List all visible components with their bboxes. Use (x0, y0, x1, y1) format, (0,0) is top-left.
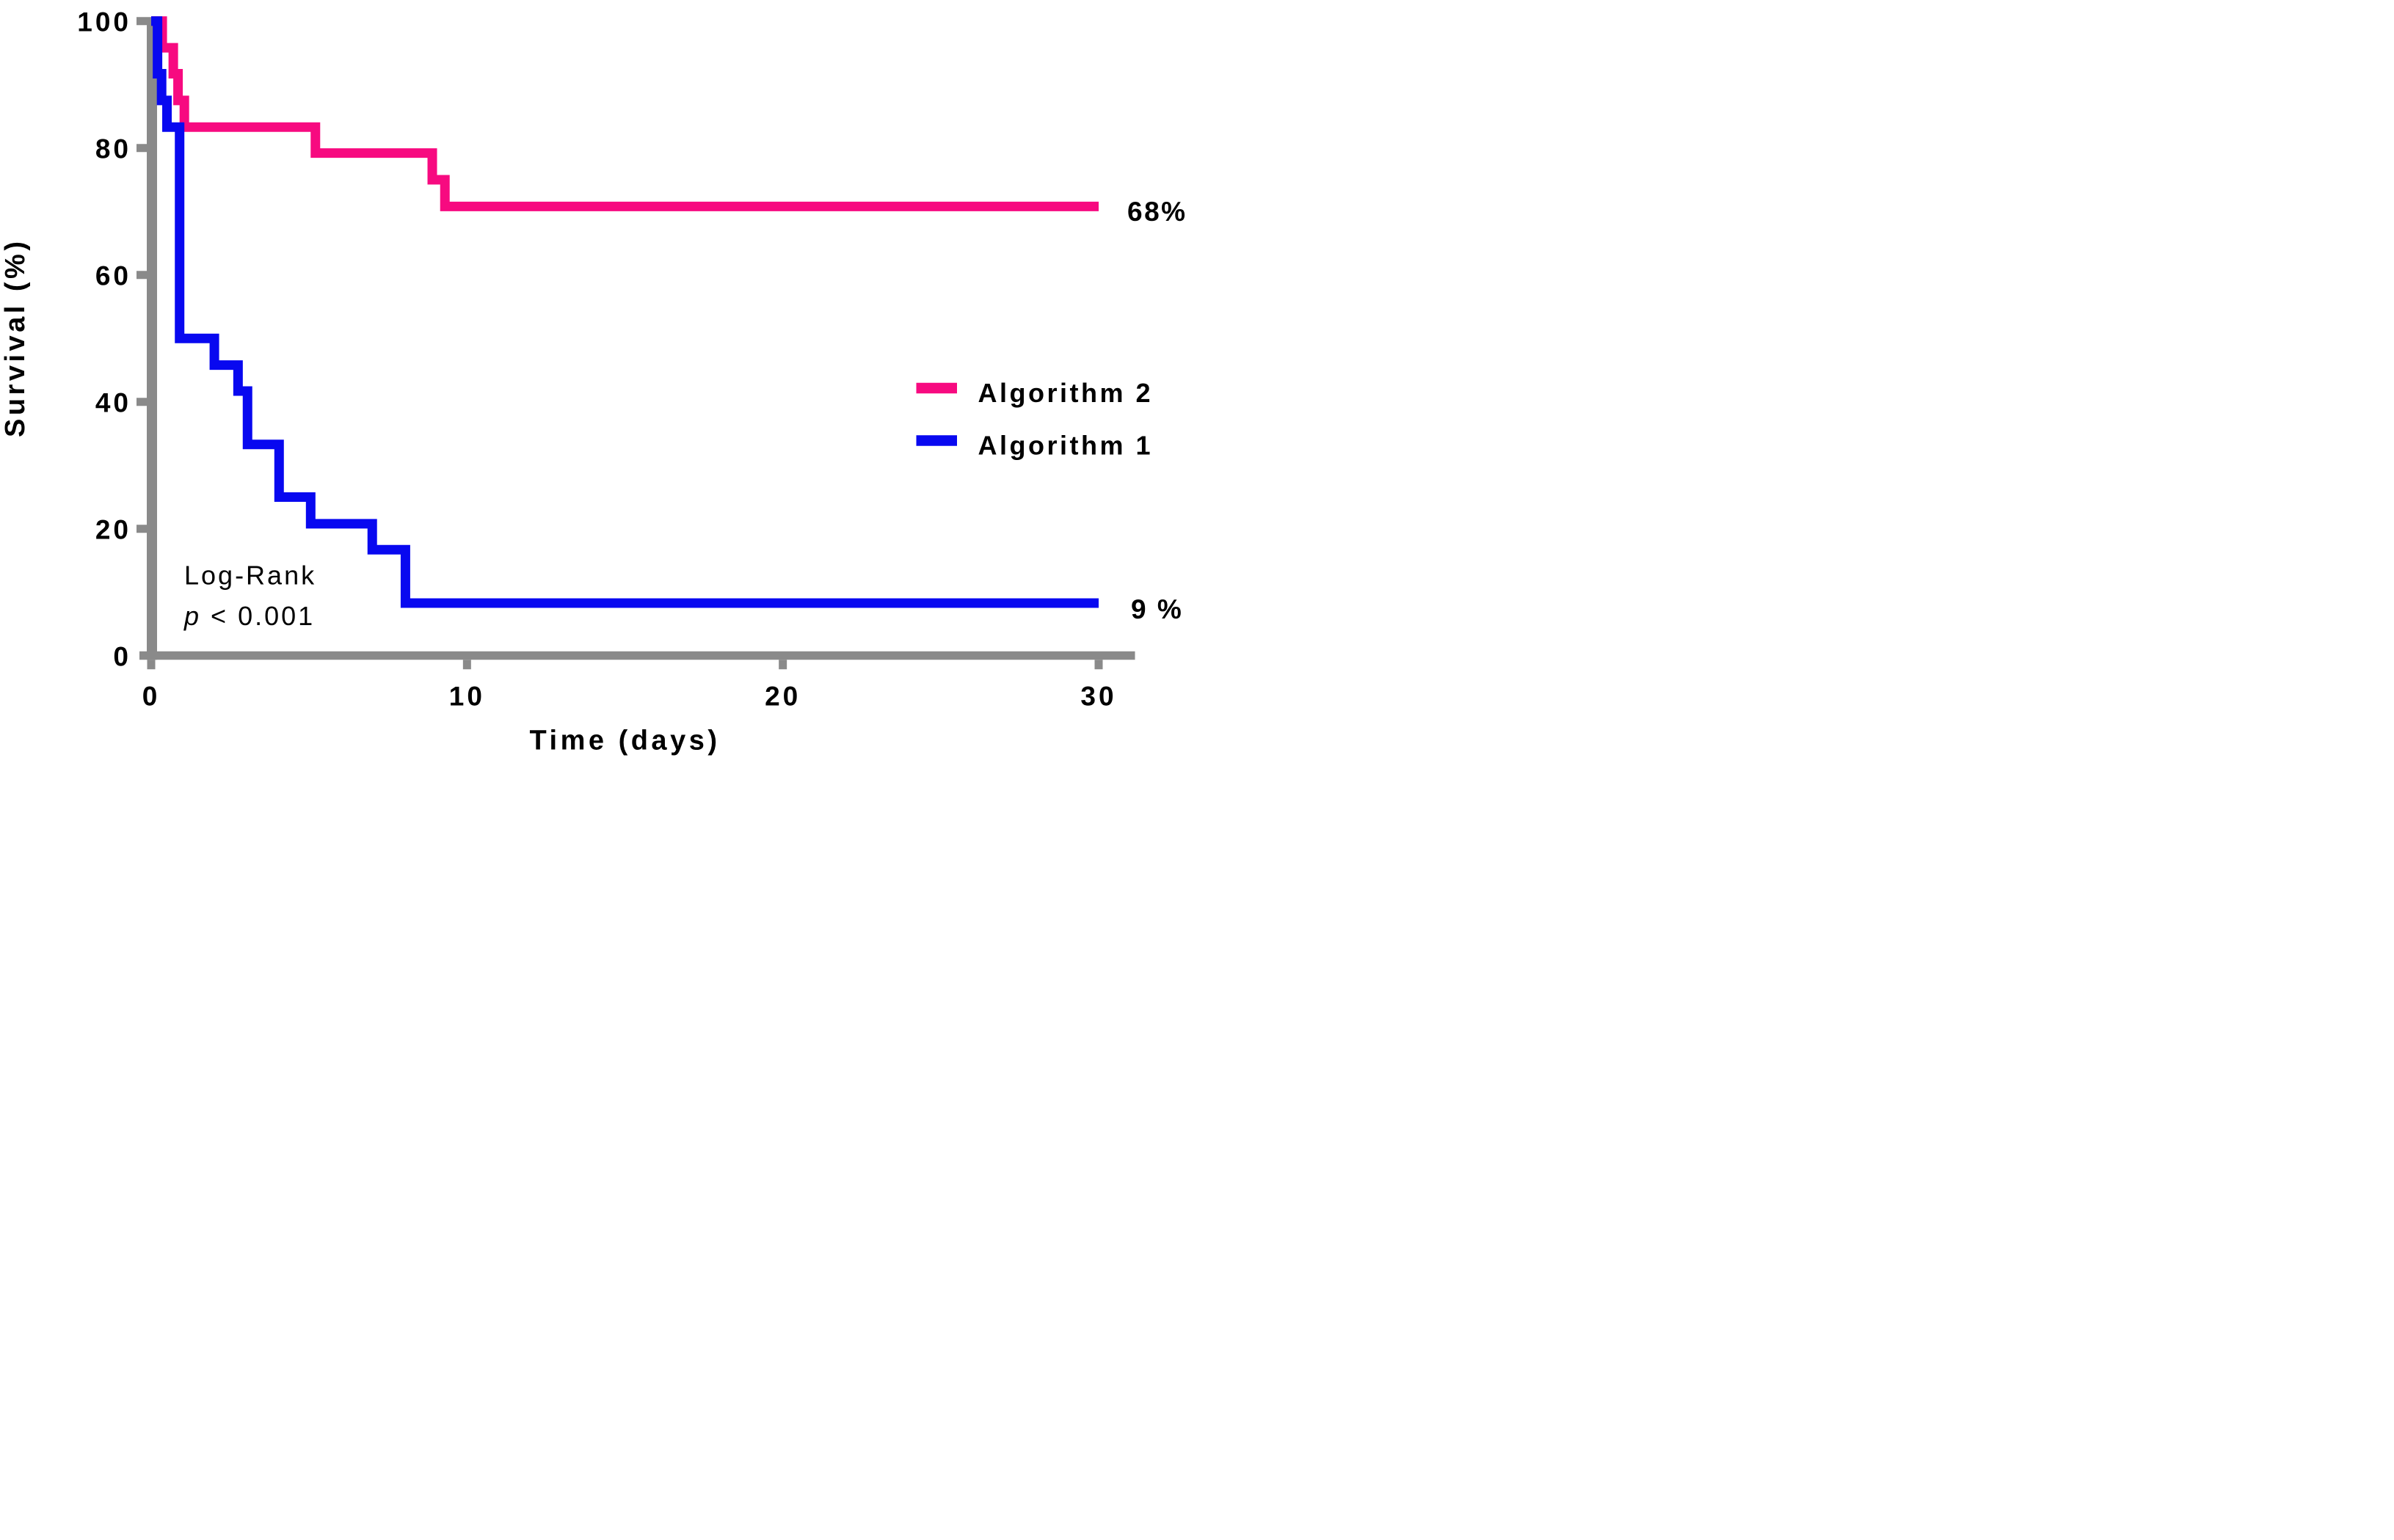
y-tick (137, 144, 147, 153)
x-tick-label: 20 (765, 681, 801, 711)
curve-algorithm-1 (151, 16, 1099, 608)
p-symbol: p (183, 601, 201, 631)
y-axis-tick-labels: 0 20 40 60 80 100 (77, 7, 131, 671)
y-tick-label: 80 (95, 134, 131, 164)
x-tick (1094, 660, 1103, 670)
p-value-label: p < 0.001 (183, 601, 315, 631)
legend-label-algorithm1: Algorithm 1 (978, 430, 1154, 460)
legend-item-algorithm2: Algorithm 2 (916, 378, 1154, 408)
y-tick (137, 525, 147, 533)
stat-annotation: Log-Rank p < 0.001 (183, 560, 316, 631)
algorithm1-end-value: 9 % (1131, 594, 1183, 624)
y-tick-label: 20 (95, 514, 131, 544)
y-tick-label: 0 (113, 641, 131, 671)
y-tick (137, 271, 147, 280)
x-tick (147, 660, 156, 670)
x-tick (779, 660, 787, 670)
y-axis-title: Survival (%) (0, 238, 31, 437)
y-axis-ticks (137, 17, 147, 533)
legend: Algorithm 2 Algorithm 1 (916, 378, 1154, 460)
curve-algorithm-2 (151, 16, 1099, 211)
kaplan-meier-chart: 0 20 40 60 80 100 0 10 20 30 Survival (%) Time (… (0, 7, 1187, 756)
x-tick (462, 660, 471, 670)
x-axis-title: Time (days) (530, 725, 721, 756)
y-axis-line (147, 17, 157, 660)
y-tick-label: 100 (77, 7, 131, 37)
legend-swatch-algorithm2 (916, 382, 957, 394)
y-tick-label: 40 (95, 387, 131, 417)
x-tick-label: 10 (449, 681, 485, 711)
x-axis-line (139, 651, 1135, 660)
y-tick (137, 17, 147, 26)
legend-label-algorithm2: Algorithm 2 (978, 378, 1154, 408)
x-axis-ticks (147, 660, 1103, 670)
survival-figure: 0 20 40 60 80 100 0 10 20 30 Survival (%) Time (… (0, 0, 1197, 770)
p-value-text: < 0.001 (211, 601, 315, 631)
algorithm2-end-value: 68% (1127, 197, 1187, 227)
axes (137, 17, 1135, 670)
x-axis-tick-labels: 0 10 20 30 (142, 681, 1116, 711)
x-tick-label: 0 (142, 681, 161, 711)
y-tick (137, 398, 147, 406)
x-tick-label: 30 (1080, 681, 1116, 711)
survival-curves (151, 16, 1099, 608)
logrank-label: Log-Rank (184, 560, 316, 590)
legend-swatch-algorithm1 (916, 435, 957, 446)
legend-item-algorithm1: Algorithm 1 (916, 430, 1154, 460)
y-tick-label: 60 (95, 260, 131, 291)
